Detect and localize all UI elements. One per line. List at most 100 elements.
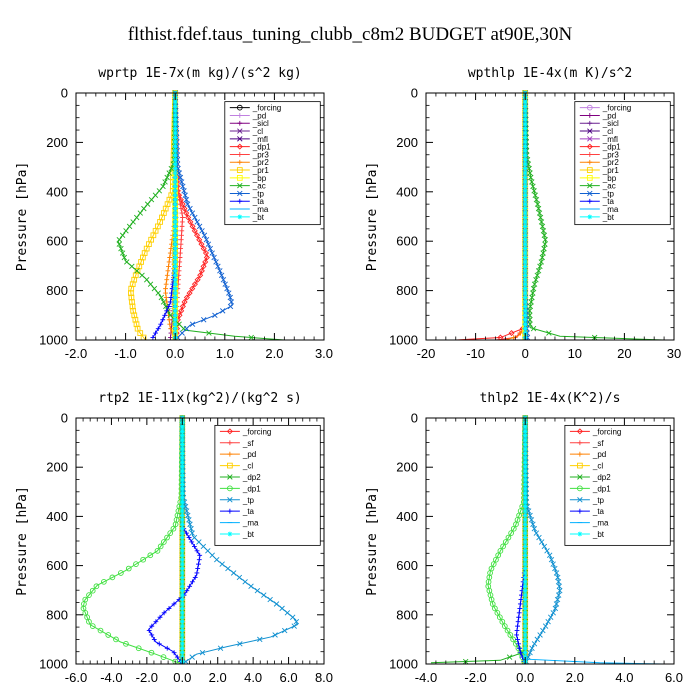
legend-marker [237,159,243,165]
series-point-marker [489,601,496,607]
series-point-marker [172,250,178,256]
series-point-marker [172,290,178,296]
legend-item: _bt [579,213,615,222]
y-axis-label: Pressure [hPa] [365,486,380,596]
legend-marker [587,198,593,204]
series-point-marker [143,277,150,283]
series-point-marker [179,504,185,509]
series-point-marker [242,579,248,585]
series-point-marker [181,298,188,305]
legend-label: _bt [592,530,605,539]
series-point-marker [194,570,200,576]
legend-item: _ta [219,507,255,516]
series-point-marker [508,330,515,337]
series-bt [522,415,528,664]
x-tick-label: -4.0 [415,670,437,685]
series-point-marker [178,241,184,247]
series-point-marker [172,223,178,229]
series-point-marker [508,530,514,536]
series-point-marker [556,583,562,589]
series-point-marker [168,326,174,332]
series-point-marker [162,179,168,185]
series-point-marker [522,477,528,483]
series-point-marker [116,241,122,247]
series-point-marker [522,277,528,283]
series-point-marker [193,232,201,239]
series-point-marker [189,210,196,216]
series-point-marker [151,285,158,292]
series-point-marker [219,308,226,314]
series-point-marker [535,268,542,274]
series-point-marker [179,575,185,580]
legend-label: _pd [242,450,256,459]
series-point-marker [522,206,528,211]
series-point-marker [137,210,144,216]
series-dp2 [430,415,528,665]
series-point-marker [261,592,267,598]
legend-marker [577,531,583,537]
series-point-marker [179,468,185,474]
series-point-marker [164,534,170,541]
series-point-marker [172,304,178,309]
series-point-marker [179,428,185,434]
series-point-marker [164,277,170,283]
series-point-marker [187,218,194,225]
legend-marker [227,497,233,503]
series-point-marker [177,197,183,203]
legend-label: _mfl [252,135,268,144]
series-point-marker [179,486,185,492]
legend-marker [227,474,233,480]
legend-item: _sf [569,439,604,448]
legend-item: _pr2 [579,158,619,167]
series-bt [179,415,185,664]
series-point-marker [542,623,549,629]
series-point-marker [179,588,185,594]
series-point-marker [179,552,185,558]
series-point-marker [530,325,537,332]
series-point-marker [137,330,144,336]
series-tp [172,90,235,341]
series-point-marker [516,641,521,647]
legend-label: _cl [252,127,263,136]
legend-label: _cl [592,462,603,471]
series-point-marker [172,139,178,145]
legend-marker [227,508,233,514]
series-point-marker [542,241,548,247]
series-point-marker [179,482,185,487]
series-point-marker [194,219,200,225]
series-point-marker [515,637,520,642]
series-point-marker [522,601,528,607]
legend-label: _dp1 [242,484,261,493]
series-point-marker [522,130,528,136]
series-point-marker [522,482,528,487]
series-point-marker [522,232,528,238]
series-point-marker [522,228,528,234]
series-point-marker [177,259,183,265]
series-point-marker [129,263,135,270]
series-point-marker [172,246,178,252]
series-point-marker [514,632,520,638]
legend-marker [577,451,583,457]
series-point-marker [217,645,224,651]
legend-marker [587,214,593,220]
series-line [430,418,526,664]
series-point-marker [135,645,142,652]
series-point-marker [522,317,528,323]
series-point-marker [186,517,192,523]
series-point-marker [197,552,203,558]
series-point-marker [172,192,178,198]
series-point-marker [172,308,178,314]
series-point-marker [542,236,548,243]
x-tick-label: 30 [667,346,681,361]
series-point-marker [522,241,528,247]
legend-label: _tp [252,189,265,198]
legend-label: _mfl [602,135,618,144]
series-point-marker [505,534,512,541]
legend-item: _pd [579,111,616,120]
series-point-marker [168,295,174,300]
series-point-marker [167,312,173,319]
series-point-marker [172,219,178,225]
series-point-marker [125,565,132,572]
series-point-marker [105,632,112,638]
